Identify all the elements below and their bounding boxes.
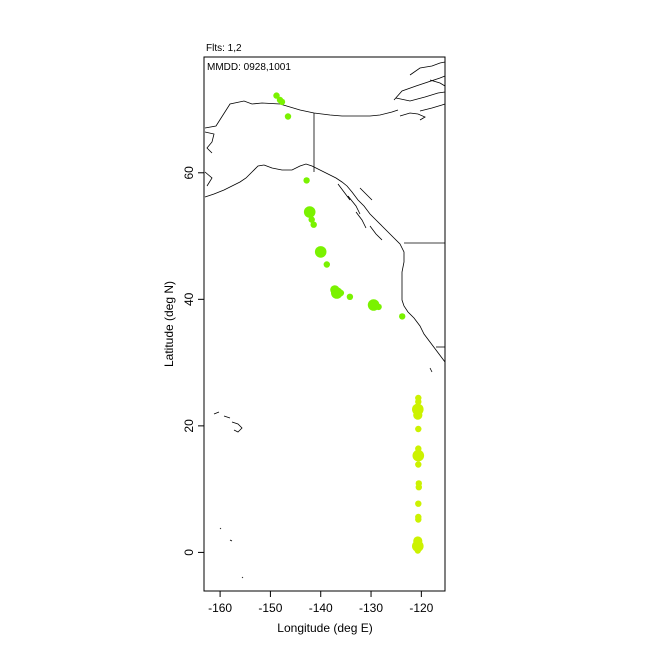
- small-island-1: [219, 527, 222, 530]
- y-tick-label: 20: [182, 419, 196, 433]
- flight1-point: [415, 425, 422, 433]
- small-island-2: [229, 539, 233, 542]
- flight1-point: [415, 513, 422, 521]
- flight2-point: [273, 92, 280, 99]
- flight2-point: [303, 177, 310, 184]
- y-tick-label: 60: [182, 166, 196, 180]
- flight2-point: [314, 246, 327, 258]
- west-alaska-coast: [204, 131, 265, 198]
- small-island-3: [241, 576, 244, 579]
- flight1-point: [413, 536, 423, 546]
- coastline-layer: [204, 61, 446, 579]
- x-axis-title: Longitude (deg E): [277, 621, 372, 635]
- x-axis: -160 -150 -140 -130 -120: [208, 591, 434, 615]
- flight2-point: [323, 261, 330, 268]
- x-tick-label: -120: [409, 601, 433, 615]
- flight2-point: [278, 98, 286, 106]
- date-label: MMDD: 0928,1001: [207, 62, 291, 73]
- y-tick-label: 40: [182, 292, 196, 306]
- flight2-point: [399, 313, 406, 320]
- gulf-of-alaska-coast: [263, 163, 446, 363]
- baja-coast: [429, 367, 433, 373]
- y-axis: 0 20 40 60: [182, 166, 204, 556]
- flight2-point: [308, 216, 315, 223]
- flight1-point: [415, 480, 422, 487]
- flight2-point: [303, 206, 316, 218]
- flight1-point: [415, 445, 422, 452]
- plot-frame: [203, 56, 446, 592]
- inside-passage-islands: [337, 183, 383, 241]
- x-tick-label: -130: [359, 601, 383, 615]
- flight2-point: [284, 113, 292, 120]
- flights-label: Flts: 1,2: [206, 43, 242, 54]
- x-tick-label: -160: [208, 601, 232, 615]
- flight2-point: [337, 289, 345, 297]
- flight1-point: [412, 403, 424, 416]
- flight1-point: [415, 394, 422, 402]
- flight1-point: [415, 500, 422, 507]
- y-tick-label: 0: [182, 549, 196, 556]
- flight2-point: [375, 303, 382, 311]
- arctic-islands: [393, 61, 446, 121]
- flight-points-layer: [273, 92, 425, 554]
- flight1-point: [415, 461, 422, 468]
- y-axis-title: Latitude (deg N): [162, 281, 176, 367]
- flight2-point: [310, 221, 317, 228]
- alaska-north-coast: [204, 100, 399, 129]
- hawaii-islands: [213, 411, 243, 433]
- x-tick-label: -140: [309, 601, 333, 615]
- flight2-point: [346, 293, 354, 300]
- x-tick-label: -150: [258, 601, 282, 615]
- flight1-point: [412, 449, 425, 462]
